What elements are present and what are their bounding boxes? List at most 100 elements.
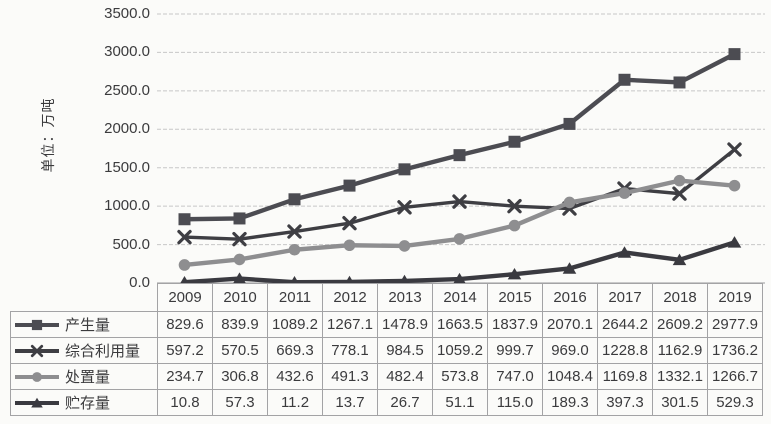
circle-marker-icon [178,259,191,271]
value-cell: 1048.4 [542,363,598,390]
x-marker-icon [30,344,44,357]
value-cell: 984.5 [377,337,433,364]
value-cell: 1169.8 [597,363,653,390]
triangle-legend-marker-icon [15,397,59,407]
value-cell: 839.9 [212,311,268,338]
series-line-3 [182,240,737,285]
x-marker-icon [452,194,467,209]
circle-marker-icon [398,240,411,252]
value-cell: 10.8 [157,389,213,416]
value-cell: 397.3 [597,389,653,416]
y-axis-tick-label: 500.0 [112,235,150,253]
value-cell: 306.8 [212,363,268,390]
value-cell: 1059.2 [432,337,488,364]
circle-marker-icon [343,239,356,252]
value-cell: 1663.5 [432,311,488,338]
table-row-series-3: 贮存量 10.8 57.3 11.2 13.7 26.7 51.1 115.0 189.3 397… [10,389,763,416]
circle-marker-icon [618,187,631,199]
year-header-cell: 2009 [157,283,213,312]
value-cell: 1267.1 [322,311,378,338]
legend-cell-series-1: 综合利用量 [10,337,158,364]
x-marker-icon [617,181,632,196]
series-label: 产生量 [65,317,111,334]
triangle-marker-icon [562,262,577,274]
triangle-marker-icon [617,246,632,258]
year-header-cell: 2013 [377,283,433,312]
circle-marker-icon [453,233,466,245]
x-marker-icon [672,186,687,201]
value-cell: 747.0 [487,363,543,390]
year-header-cell: 2018 [652,283,708,312]
value-cell: 115.0 [487,389,543,416]
x-marker-icon [562,201,577,216]
square-marker-icon [288,193,301,206]
year-header-cell: 2016 [542,283,598,312]
value-cell: 2644.2 [597,311,653,338]
value-cell: 234.7 [157,363,213,390]
table-row-series-0: 产生量 829.6 839.9 1089.2 1267.1 1478.9 1663.5 183… [10,311,763,338]
table-corner-cell [11,284,158,312]
value-cell: 2977.9 [707,311,763,338]
square-marker-icon [178,213,191,226]
legend-key: 综合利用量 [12,340,157,361]
value-cell: 1837.9 [487,311,543,338]
series-label: 综合利用量 [65,343,141,360]
chart-data-table: 2009 2010 2011 2012 2013 2014 2015 2016 2017 2018… [10,283,763,416]
data-table-region: 2009 2010 2011 2012 2013 2014 2015 2016 2017 2018… [10,283,763,416]
series-label: 处置量 [65,369,111,386]
y-axis-title: 单位：万吨 [40,97,56,173]
circle-marker-icon [728,179,741,192]
triangle-marker-icon [31,397,43,407]
square-marker-icon [618,73,631,86]
value-cell: 999.7 [487,337,543,364]
year-header-cell: 2014 [432,283,488,312]
triangle-marker-icon [507,267,522,280]
value-cell: 189.3 [542,389,598,416]
x-marker-icon [232,231,247,247]
square-marker-icon [233,212,246,225]
year-header-cell: 2012 [322,283,378,312]
x-marker-icon [342,215,357,231]
triangle-marker-icon [672,253,687,266]
y-axis-tick-label: 1500.0 [104,158,150,176]
circle-legend-marker-icon [15,371,59,382]
square-marker-icon [673,76,686,89]
legend-cell-series-2: 处置量 [10,363,158,390]
value-cell: 1478.9 [377,311,433,338]
circle-marker-icon [508,219,521,232]
circle-marker-icon [288,243,301,256]
x-legend-marker-icon [15,344,59,357]
year-header-cell: 2015 [487,283,543,312]
value-cell: 1089.2 [267,311,323,338]
square-marker-icon [728,48,741,61]
circle-marker-icon [32,371,42,382]
square-marker-icon [31,319,43,330]
triangle-marker-icon [727,236,742,248]
y-axis-tick-label: 3500.0 [104,5,150,22]
legend-cell-series-0: 产生量 [10,311,158,338]
series-line-0 [182,51,737,222]
value-cell: 432.6 [267,363,323,390]
series-line-2 [182,178,737,268]
circle-marker-icon [563,196,576,209]
y-axis-tick-label: 0.0 [129,274,150,291]
series-line-1 [182,147,737,241]
series-label: 贮存量 [65,395,111,412]
value-cell: 491.3 [322,363,378,390]
value-cell: 2609.2 [652,311,708,338]
x-marker-icon [287,224,302,239]
value-cell: 11.2 [267,389,323,416]
value-cell: 1228.8 [597,337,653,364]
legend-cell-series-3: 贮存量 [10,389,158,416]
year-header-cell: 2011 [267,283,323,312]
legend-key: 处置量 [12,366,157,387]
square-marker-icon [563,117,576,130]
value-cell: 669.3 [267,337,323,364]
value-cell: 570.5 [212,337,268,364]
year-header-cell: 2019 [707,283,763,312]
value-cell: 13.7 [322,389,378,416]
year-header-cell: 2017 [597,283,653,312]
circle-marker-icon [233,253,246,266]
y-axis-tick-label: 2500.0 [104,81,150,99]
legend-key: 贮存量 [12,392,157,413]
